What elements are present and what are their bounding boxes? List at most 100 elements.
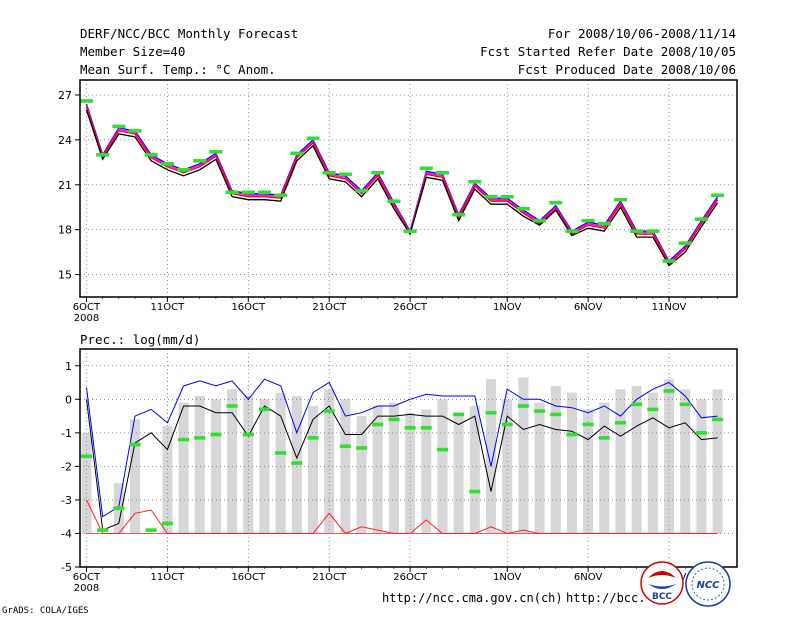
temp-series-ensemble-mid-red <box>85 106 719 266</box>
prec-observed-marker <box>501 422 513 427</box>
temp-observed-marker <box>322 170 336 175</box>
bcc-logo-swoosh-icon <box>648 571 676 578</box>
prec-observed-marker <box>194 436 206 440</box>
temp-observed-marker <box>160 162 174 166</box>
prec-observed-marker <box>436 447 448 452</box>
temp-observed-marker <box>355 188 369 193</box>
prec-bar <box>664 379 675 534</box>
temp-xtick-label: 21OCT <box>312 302 347 313</box>
prec-observed-marker <box>404 426 416 430</box>
prec-observed-marker <box>631 402 643 407</box>
prec-ytick-label: -5 <box>61 561 72 574</box>
temp-observed-marker <box>468 179 482 184</box>
prec-series-lower-red <box>86 499 718 535</box>
prec-frame <box>79 348 738 568</box>
bcc-logo-icon <box>640 561 684 605</box>
prec-bar <box>356 416 367 534</box>
prec-series-upper-blue <box>86 378 718 518</box>
prec-observed-marker <box>712 417 724 422</box>
temp-observed-marker <box>371 170 385 175</box>
prec-observed-marker <box>80 454 92 459</box>
prec-series-mean-black <box>86 399 718 531</box>
prec-bar <box>486 379 497 534</box>
temp-xtick-label: 6NOV <box>574 302 603 313</box>
temp-observed-marker <box>549 200 563 205</box>
prec-observed-marker <box>663 389 675 393</box>
temp-series-ensemble-mid-magenta <box>85 105 719 264</box>
prec-bar <box>583 409 594 534</box>
prec-bar <box>308 406 319 534</box>
prec-bar <box>680 389 691 534</box>
temp-ytick-label: 21 <box>58 179 72 192</box>
temp-frame <box>79 79 738 298</box>
temp-xtick-label: 26OCT <box>393 302 428 313</box>
prec-xtick-label: 16OCT <box>231 572 266 583</box>
temp-observed-marker <box>79 99 93 103</box>
prec-xtick-label: 21OCT <box>312 572 347 583</box>
logo-group: BCC NCC <box>640 561 731 607</box>
prec-bar <box>566 392 577 534</box>
prec-bar <box>162 426 173 534</box>
prec-observed-marker <box>598 436 610 440</box>
prec-bar <box>243 395 254 534</box>
prec-observed-marker <box>129 442 141 447</box>
prec-observed-marker <box>517 404 529 408</box>
bcc-url-link[interactable]: http://bcc. <box>566 591 646 605</box>
temp-observed-marker <box>387 199 401 204</box>
prec-bar <box>647 392 658 534</box>
prec-bar <box>178 402 189 534</box>
prec-bar <box>631 385 642 534</box>
prec-observed-marker <box>566 432 578 437</box>
refer-date: Fcst Started Refer Date 2008/10/05 <box>480 44 736 59</box>
prec-bar <box>81 432 92 534</box>
prec-observed-marker <box>388 417 400 422</box>
temp-observed-marker <box>694 217 708 221</box>
prec-observed-marker <box>356 446 368 450</box>
prec-ytick-label: 0 <box>65 393 72 406</box>
prec-observed-marker <box>372 422 384 427</box>
temp-observed-marker <box>516 206 530 211</box>
temp-ytick-label: 27 <box>58 89 72 102</box>
prec-xtick-label: 6OCT <box>73 572 101 583</box>
prec-observed-marker <box>469 489 481 494</box>
temp-xtick-label: 16OCT <box>231 302 266 313</box>
temp-observed-marker <box>112 124 126 129</box>
chart-title: DERF/NCC/BCC Monthly Forecast <box>80 26 299 41</box>
temp-observed-marker <box>193 159 207 163</box>
temp-observed-marker <box>678 241 692 245</box>
temp-observed-marker <box>225 190 239 195</box>
temp-observed-marker <box>662 259 676 263</box>
prec-bar <box>340 399 351 534</box>
prec-xtick-label: 26OCT <box>393 572 428 583</box>
temp-xtick-label: 11NOV <box>652 302 687 313</box>
temp-observed-marker <box>274 193 288 198</box>
temp-observed-marker <box>403 229 417 233</box>
prec-observed-marker <box>453 412 465 417</box>
prec-bar <box>453 416 464 534</box>
temp-observed-marker <box>306 136 320 141</box>
temp-observed-marker <box>597 221 611 226</box>
prec-bar <box>372 406 383 534</box>
prec-bar <box>518 377 529 534</box>
temp-observed-marker <box>419 166 433 171</box>
prec-ytick-label: -2 <box>61 460 72 473</box>
prec-bar <box>534 402 545 534</box>
prec-observed-marker <box>614 420 626 425</box>
prec-ytick-label: -1 <box>61 427 72 440</box>
prec-ytick-label: -3 <box>61 494 72 507</box>
prec-observed-marker <box>550 412 562 417</box>
temp-observed-marker <box>484 194 498 199</box>
prec-bar <box>437 399 448 534</box>
ncc-url-link[interactable]: http://ncc.cma.gov.cn(ch) <box>382 591 563 605</box>
temp-observed-marker <box>177 167 191 172</box>
precip-title: Prec.: log(mm/d) <box>80 332 200 347</box>
temp-xtick-year: 2008 <box>74 313 99 324</box>
temp-observed-marker <box>711 193 725 198</box>
temp-observed-marker <box>565 229 579 233</box>
prec-observed-marker <box>679 402 691 407</box>
bcc-logo-text: BCC <box>652 592 672 602</box>
temp-xtick-label: 11OCT <box>151 302 186 313</box>
temp-xtick-label: 6OCT <box>73 302 101 313</box>
